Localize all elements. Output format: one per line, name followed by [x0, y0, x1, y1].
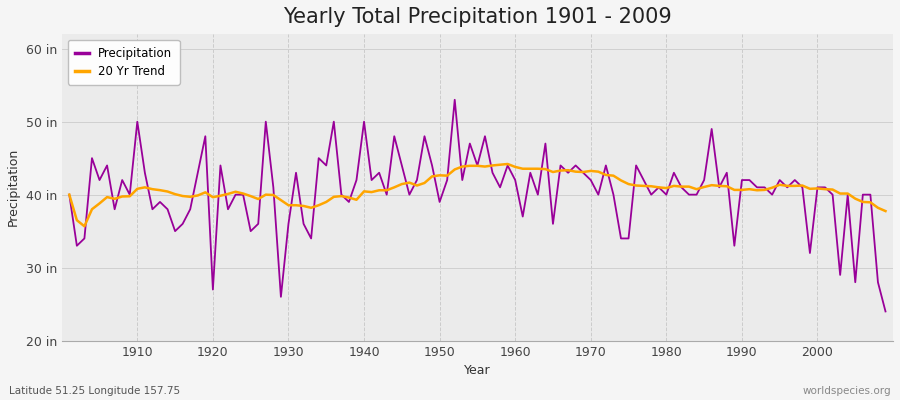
Precipitation	[64, 192, 75, 197]
Text: worldspecies.org: worldspecies.org	[803, 386, 891, 396]
20 Yr Trend	[64, 192, 75, 197]
20 Yr Trend	[525, 166, 535, 171]
Precipitation	[449, 97, 460, 102]
Precipitation	[509, 178, 520, 182]
20 Yr Trend	[616, 178, 626, 183]
20 Yr Trend	[518, 166, 528, 171]
Y-axis label: Precipitation: Precipitation	[7, 148, 20, 226]
20 Yr Trend	[298, 204, 309, 208]
Legend: Precipitation, 20 Yr Trend: Precipitation, 20 Yr Trend	[68, 40, 179, 85]
Precipitation	[336, 192, 346, 197]
Title: Yearly Total Precipitation 1901 - 2009: Yearly Total Precipitation 1901 - 2009	[283, 7, 671, 27]
20 Yr Trend	[79, 224, 90, 229]
Precipitation	[124, 192, 135, 197]
20 Yr Trend	[880, 209, 891, 214]
Precipitation	[518, 214, 528, 219]
X-axis label: Year: Year	[464, 364, 491, 377]
Line: 20 Yr Trend: 20 Yr Trend	[69, 164, 886, 226]
20 Yr Trend	[344, 195, 355, 200]
20 Yr Trend	[132, 186, 143, 191]
Line: Precipitation: Precipitation	[69, 100, 886, 312]
Precipitation	[880, 309, 891, 314]
20 Yr Trend	[502, 162, 513, 166]
Precipitation	[291, 170, 302, 175]
Text: Latitude 51.25 Longitude 157.75: Latitude 51.25 Longitude 157.75	[9, 386, 180, 396]
Precipitation	[608, 192, 619, 197]
